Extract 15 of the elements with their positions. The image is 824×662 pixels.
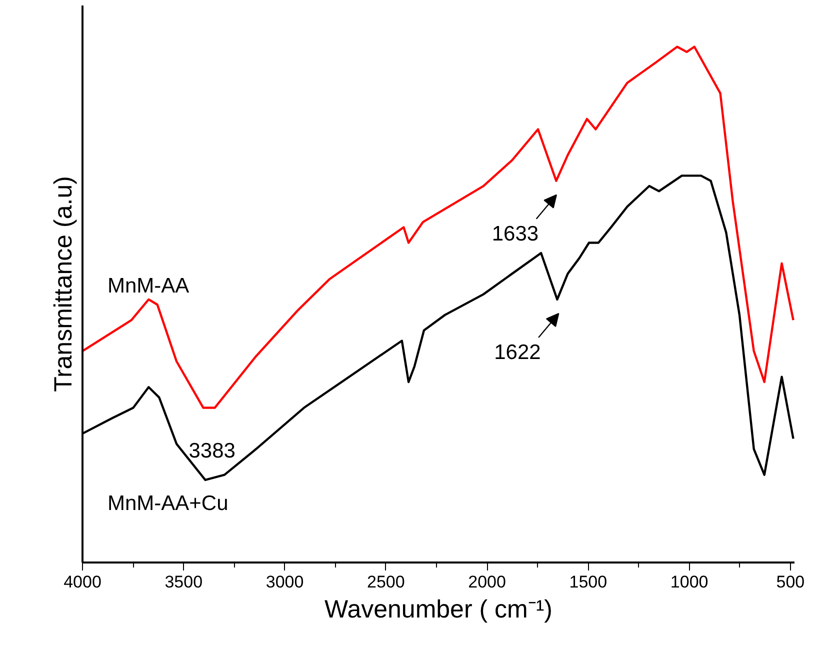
x-tick-label: 3000 [266, 572, 304, 592]
annotation: 1622 [494, 340, 541, 364]
series-label: MnM-AA+Cu [108, 492, 228, 516]
x-tick-label: 3500 [164, 572, 203, 592]
series-label: MnM-AA [108, 274, 190, 298]
x-tick-label: 500 [776, 572, 805, 592]
y-axis-title: Transmittance (a.u) [50, 176, 78, 392]
x-tick-label: 2000 [468, 572, 506, 592]
annotation: 1633 [492, 222, 539, 246]
x-tick-label: 1000 [670, 572, 708, 592]
x-tick-label: 2500 [367, 572, 405, 592]
x-axis-title: Wavenumber ( cm⁻¹) [324, 596, 552, 624]
x-tick-label: 4000 [64, 572, 102, 592]
x-tick-label: 1500 [569, 572, 608, 592]
annotation: 3383 [188, 439, 236, 462]
